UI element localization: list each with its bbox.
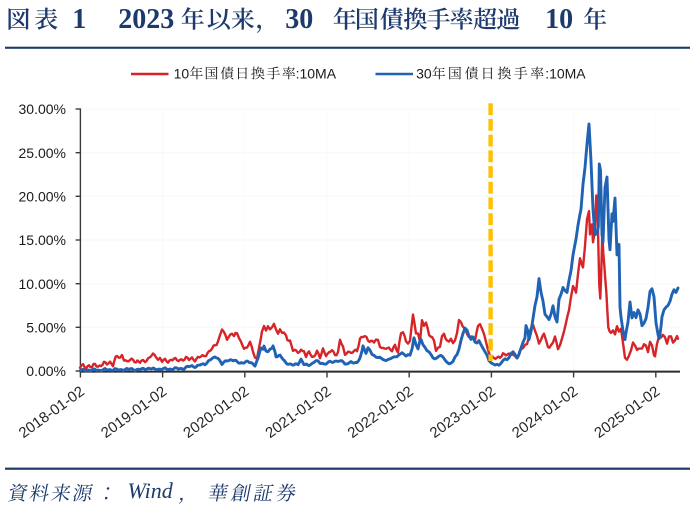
- svg-text:15.00%: 15.00%: [19, 232, 66, 248]
- svg-text:10.00%: 10.00%: [19, 276, 66, 292]
- svg-text:Wind: Wind: [128, 478, 174, 503]
- svg-text:1: 1: [72, 4, 86, 35]
- svg-text:10: 10: [545, 4, 573, 35]
- svg-text:2023: 2023: [118, 4, 174, 35]
- svg-text:5.00%: 5.00%: [26, 319, 66, 335]
- svg-text::10MA: :10MA: [296, 65, 337, 81]
- svg-text:30.00%: 30.00%: [19, 101, 66, 117]
- svg-text:0.00%: 0.00%: [26, 363, 66, 379]
- svg-text:30: 30: [416, 65, 432, 81]
- svg-text:20.00%: 20.00%: [19, 188, 66, 204]
- svg-text::10MA: :10MA: [545, 65, 586, 81]
- svg-text:30: 30: [285, 4, 313, 35]
- svg-text:25.00%: 25.00%: [19, 145, 66, 161]
- svg-text:10: 10: [174, 65, 190, 81]
